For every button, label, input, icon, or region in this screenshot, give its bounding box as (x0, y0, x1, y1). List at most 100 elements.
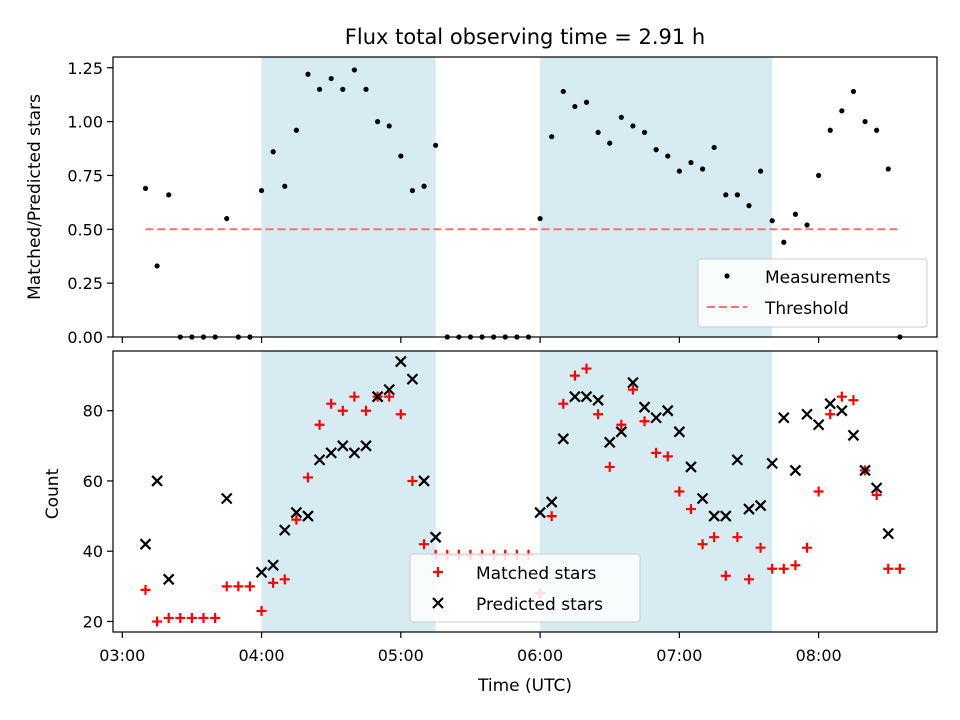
x-tick-label: 03:00 (99, 646, 145, 665)
predicted-stars-point (418, 475, 430, 487)
matched-stars-point (558, 398, 569, 409)
matched-stars-point (140, 584, 151, 595)
predicted-stars-point (534, 506, 546, 519)
measurement-point (142, 185, 149, 191)
y-tick-label: 40 (83, 542, 103, 561)
measurement-point (166, 192, 172, 198)
matched-stars-point (175, 612, 186, 623)
measurement-point (351, 67, 357, 73)
predicted-stars-point (432, 597, 444, 609)
matched-stars-point (732, 532, 743, 543)
measurement-point (827, 127, 833, 133)
x-tick-label: 08:00 (796, 646, 842, 665)
predicted-stars-point (290, 506, 303, 519)
predicted-stars-point (685, 461, 697, 473)
measurement-point (723, 192, 729, 198)
bottom-xlabel: Time (UTC) (477, 676, 572, 696)
measurement-point (433, 142, 439, 148)
measurement-point (641, 129, 648, 135)
chart-title: Flux total observing time = 2.91 h (345, 25, 705, 49)
measurement-point (340, 86, 346, 92)
matched-stars-point (291, 514, 302, 525)
predicted-stars-point (870, 482, 883, 494)
predicted-stars-point (766, 457, 778, 470)
measurement-point (305, 71, 311, 77)
matched-stars-point (314, 419, 325, 430)
measurement-point (560, 88, 566, 95)
measurement-point (769, 218, 775, 224)
measurement-point (676, 168, 682, 174)
y-tick-label: 1.00 (67, 113, 103, 132)
predicted-stars-point (812, 418, 825, 431)
bottom-ylabel: Count (43, 468, 63, 519)
predicted-stars-point (545, 496, 558, 508)
measurement-point (363, 86, 369, 92)
measurement-point (282, 183, 288, 189)
measurement-point (421, 183, 427, 189)
measurement-point (595, 129, 601, 135)
matched-stars-point (349, 391, 360, 402)
predicted-stars-point (789, 464, 802, 477)
y-tick-label: 1.25 (67, 59, 103, 78)
measurement-point (711, 144, 717, 151)
matched-stars-point (384, 391, 395, 402)
matched-stars-point (569, 370, 580, 381)
matched-stars-point (639, 416, 650, 427)
predicted-stars-point (882, 527, 895, 540)
matched-stars-point (662, 451, 673, 462)
measurement-point (699, 166, 706, 172)
predicted-stars-point (151, 475, 163, 487)
predicted-stars-point (731, 454, 744, 466)
y-tick-label: 60 (83, 472, 103, 491)
matched-stars-point (433, 567, 443, 577)
axes-frame (112, 350, 938, 633)
matched-stars-point (836, 391, 847, 402)
measurement-point (607, 140, 613, 146)
predicted-stars-point (348, 447, 361, 459)
measurement-point (839, 108, 845, 114)
matched-stars-point (244, 581, 255, 592)
matched-stars-point (546, 511, 557, 522)
predicted-stars-point (673, 426, 686, 438)
predicted-stars-point (708, 510, 720, 522)
predicted-stars-point (255, 566, 268, 579)
matched-stars-point (221, 581, 232, 592)
measurement-point (862, 119, 868, 125)
predicted-stars-point (615, 426, 628, 438)
predicted-stars-point (360, 440, 372, 452)
measurement-point (409, 187, 416, 194)
observing-window-band (261, 57, 436, 337)
matched-stars-point (778, 563, 789, 574)
predicted-stars-point (627, 376, 639, 389)
x-tick-label: 04:00 (238, 646, 284, 665)
bottom-axes: 20 40 60 80 03:00 04:00 05:00 06:00 07:00 08:00 Ma… (83, 350, 938, 665)
measurement-point (653, 147, 659, 153)
measurement-point (224, 215, 230, 222)
measurement-point (630, 123, 636, 129)
predicted-stars-point (302, 510, 314, 522)
matched-stars-point (210, 612, 221, 623)
predicted-stars-point (162, 573, 175, 586)
y-tick-label: 20 (83, 612, 103, 631)
matched-stars-point (709, 532, 720, 543)
predicted-stars-point (313, 454, 326, 466)
measurement-point (850, 88, 857, 95)
matched-stars-point (279, 574, 290, 585)
predicted-stars-point (557, 433, 570, 445)
predicted-stars-point (406, 373, 419, 385)
predicted-stars-point (743, 503, 755, 515)
measurement-point (734, 192, 740, 198)
matched-stars-point (186, 612, 197, 623)
predicted-stars-point (337, 440, 349, 452)
x-tick-label: 05:00 (378, 646, 424, 665)
measurement-point (572, 103, 578, 110)
x-tick-label: 06:00 (517, 646, 563, 665)
matched-stars-point (198, 612, 209, 623)
matched-stars-point (685, 504, 696, 515)
predicted-stars-point (754, 499, 767, 512)
measurement-point (781, 239, 787, 245)
measurement-point (398, 153, 404, 159)
legend-label-threshold: Threshold (764, 299, 849, 319)
measurement-point (258, 187, 265, 194)
